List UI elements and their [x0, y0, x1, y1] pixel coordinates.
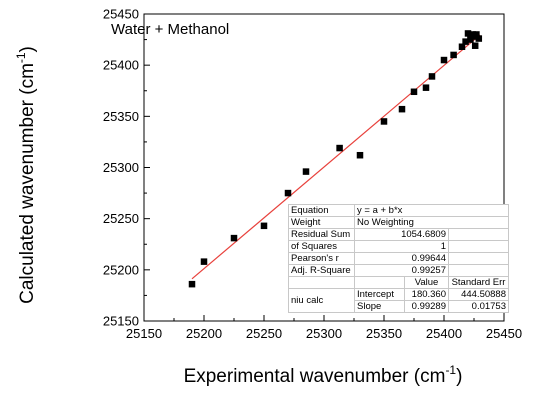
- y-tick-label: 25150: [103, 314, 139, 329]
- pearson-label: Pearson's r: [288, 252, 355, 265]
- data-point: [473, 31, 480, 38]
- chart-annotation: Water + Methanol: [111, 21, 229, 38]
- adjr2-value: 0.99257: [354, 264, 449, 277]
- data-point: [336, 144, 343, 152]
- y-tick-label: 25350: [103, 109, 139, 124]
- stderr-header: Standard Err: [448, 276, 509, 289]
- y-tick-label: 25400: [103, 58, 139, 73]
- slope-err: 0.01753: [448, 300, 509, 313]
- table-row: Residual Sum 1054.6809: [288, 228, 509, 241]
- table-row: Value Standard Err: [288, 276, 509, 289]
- x-axis-title-close: ): [456, 366, 462, 387]
- weight-label: Weight: [288, 216, 355, 229]
- y-axis-title: Calculated wavenumber (cm-1): [14, 46, 38, 304]
- y-tick-label: 25300: [103, 160, 139, 175]
- data-point: [398, 105, 406, 113]
- group-label: niu calc: [288, 288, 355, 313]
- data-points: [188, 30, 483, 288]
- data-point: [475, 35, 483, 42]
- x-tick-label: 25350: [366, 326, 402, 341]
- data-point: [440, 56, 448, 64]
- x-axis-title-text: Experimental wavenumber (cm: [184, 366, 446, 387]
- pearson-value: 0.99644: [354, 252, 449, 265]
- y-axis-title-text: Calculated wavenumber (cm: [17, 63, 38, 304]
- axis-ticks: [143, 13, 505, 322]
- data-point: [284, 189, 292, 197]
- data-point: [200, 258, 208, 265]
- axis-tick-labels: 25150 25200 25250 25300 25350 25400 25450 25150…: [103, 7, 522, 342]
- data-point: [188, 280, 196, 288]
- x-tick-label: 25450: [486, 326, 522, 341]
- table-row: Equation y = a + b*x: [288, 204, 509, 217]
- adjr2-label: Adj. R-Square: [288, 264, 355, 277]
- x-tick-label: 25400: [426, 326, 462, 341]
- table-row: Adj. R-Square 0.99257: [288, 264, 509, 277]
- y-tick-label: 25200: [103, 262, 139, 277]
- rss-label-2: of Squares: [288, 240, 355, 253]
- slope-value: 0.99289: [404, 300, 449, 313]
- rss-label-1: Residual Sum: [288, 228, 355, 241]
- x-tick-label: 25250: [246, 326, 282, 341]
- data-point: [450, 51, 457, 59]
- data-point: [302, 168, 310, 175]
- data-point: [462, 38, 469, 45]
- table-row: Weight No Weighting: [288, 216, 509, 229]
- data-point: [458, 43, 466, 50]
- intercept-label: Intercept: [354, 288, 405, 301]
- rss-value-1: 1054.6809: [354, 228, 449, 241]
- weight-value: No Weighting: [354, 216, 509, 229]
- fit-statistics-table: Equation y = a + b*x Weight No Weighting…: [288, 204, 509, 313]
- x-tick-label: 25200: [186, 326, 222, 341]
- value-header: Value: [404, 276, 449, 289]
- intercept-value: 180.360: [404, 288, 449, 301]
- data-point: [464, 30, 472, 37]
- data-point: [230, 234, 238, 242]
- y-axis-title-exponent: -1: [14, 52, 28, 63]
- x-tick-label: 25300: [306, 326, 342, 341]
- y-tick-label: 25450: [103, 7, 139, 22]
- table-row: of Squares 1: [288, 240, 509, 253]
- x-axis-title-exponent: -1: [445, 363, 456, 377]
- data-point: [467, 36, 474, 43]
- data-point: [422, 84, 430, 91]
- intercept-err: 444.50888: [448, 288, 509, 301]
- data-point: [410, 88, 418, 96]
- table-row: Slope 0.99289 0.01753: [289, 300, 509, 313]
- table-row: niu calc Intercept 180.360 444.50888: [288, 288, 509, 313]
- table-row: Pearson's r 0.99644: [288, 252, 509, 265]
- data-point: [380, 118, 388, 125]
- x-axis-title: Experimental wavenumber (cm-1): [184, 363, 463, 387]
- data-point: [356, 151, 364, 159]
- x-tick-label: 25150: [126, 326, 162, 341]
- data-point: [260, 222, 268, 230]
- slope-label: Slope: [354, 300, 405, 313]
- y-axis-title-close: ): [17, 46, 38, 52]
- y-tick-label: 25250: [103, 211, 139, 226]
- equation-label: Equation: [288, 204, 355, 217]
- data-point: [428, 73, 436, 80]
- data-point: [471, 42, 479, 49]
- rss-value-2: 1: [354, 240, 449, 253]
- equation-value: y = a + b*x: [354, 204, 509, 217]
